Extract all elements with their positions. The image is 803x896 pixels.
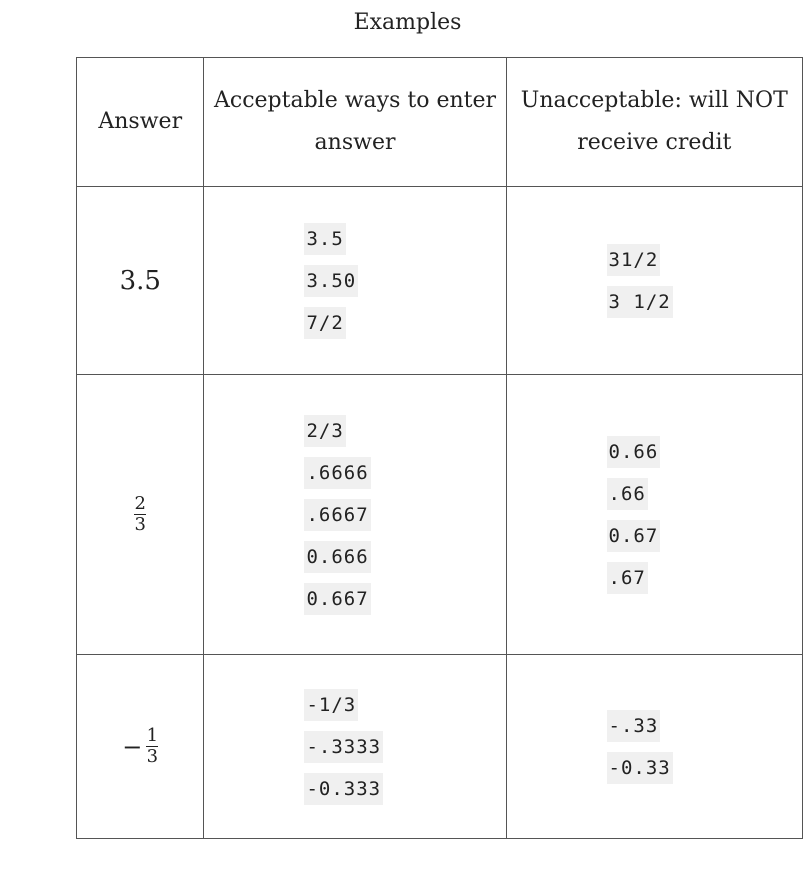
acceptable-entry: 0.666 xyxy=(304,540,371,573)
acceptable-entry: 3.50 xyxy=(304,264,359,297)
caption: Examples xyxy=(353,10,462,35)
unacceptable-entry: 0.67 xyxy=(606,519,661,552)
acceptable-entry: 0.667 xyxy=(304,582,371,615)
numerator: 1 xyxy=(146,725,159,746)
unacceptable-cell: 31/2 3 1/2 xyxy=(505,186,803,375)
unacceptable-entry: -.33 xyxy=(606,709,661,742)
acceptable-entry: -.3333 xyxy=(304,730,384,763)
unacceptable-entry: -0.33 xyxy=(606,751,673,784)
numerator: 2 xyxy=(134,493,146,514)
unacceptable-cell: -.33 -0.33 xyxy=(505,654,803,839)
unacceptable-entry: .66 xyxy=(606,477,648,510)
column-header: Acceptable ways to enter answer xyxy=(203,57,507,187)
acceptable-entry: .6667 xyxy=(304,498,371,531)
fraction-bar xyxy=(134,514,147,515)
answer-sign: − xyxy=(122,732,143,761)
acceptable-entry: 7/2 xyxy=(304,306,346,339)
denominator: 3 xyxy=(146,746,159,767)
header-row: Answer Acceptable ways to enter answer Una… xyxy=(75,57,803,187)
table-body: 3.5 3.5 3.50 7/2 31/2 3 1/2 2 3 2/3.6666.6667 0.6… xyxy=(75,186,803,839)
acceptable-entry: 3.5 xyxy=(304,222,346,255)
unacceptable-entry: 3 1/2 xyxy=(606,285,673,318)
column-header: Answer xyxy=(75,57,205,187)
unacceptable-entry: 31/2 xyxy=(606,243,661,276)
acceptable-cell: 2/3 .6666 .6667 0.666 0.667 xyxy=(203,374,507,655)
fraction-bar xyxy=(146,746,159,747)
table-row: −1 3 -1/3 -.3333 -0.333 -.33 -0.33 xyxy=(75,654,803,839)
answer-cell: −1 3 xyxy=(75,654,205,839)
examples-table: Answer Acceptable ways to enter answer Una… xyxy=(75,57,803,839)
acceptable-entry: -1/3 xyxy=(304,688,359,721)
unacceptable-entry: 0.66 xyxy=(606,435,661,468)
unacceptable-cell: 0.66 .66 0.67 .67 xyxy=(505,374,803,655)
column-header: Unacceptable: will NOT receive credit xyxy=(505,57,803,187)
unacceptable-entry: .67 xyxy=(606,561,648,594)
table-row: 2 3 2/3 .6666 .6667 0.666 0.667 0.66 .66 0.67 .67 xyxy=(75,374,803,655)
table-row: 3.5 3.5 3.50 7/2 31/2 3 1/2 xyxy=(75,186,803,375)
acceptable-entry: .6666 xyxy=(304,456,371,489)
acceptable-entry: 2/3 xyxy=(304,414,346,447)
answer-cell: 3.5 xyxy=(75,186,205,375)
denominator: 3 xyxy=(134,514,146,535)
acceptable-cell: 3.5 3.50 7/2 xyxy=(203,186,507,375)
answer: 3.5 xyxy=(119,265,161,296)
acceptable-cell: -1/3 -.3333 -0.333 xyxy=(203,654,507,839)
acceptable-entry: -0.333 xyxy=(304,772,384,805)
